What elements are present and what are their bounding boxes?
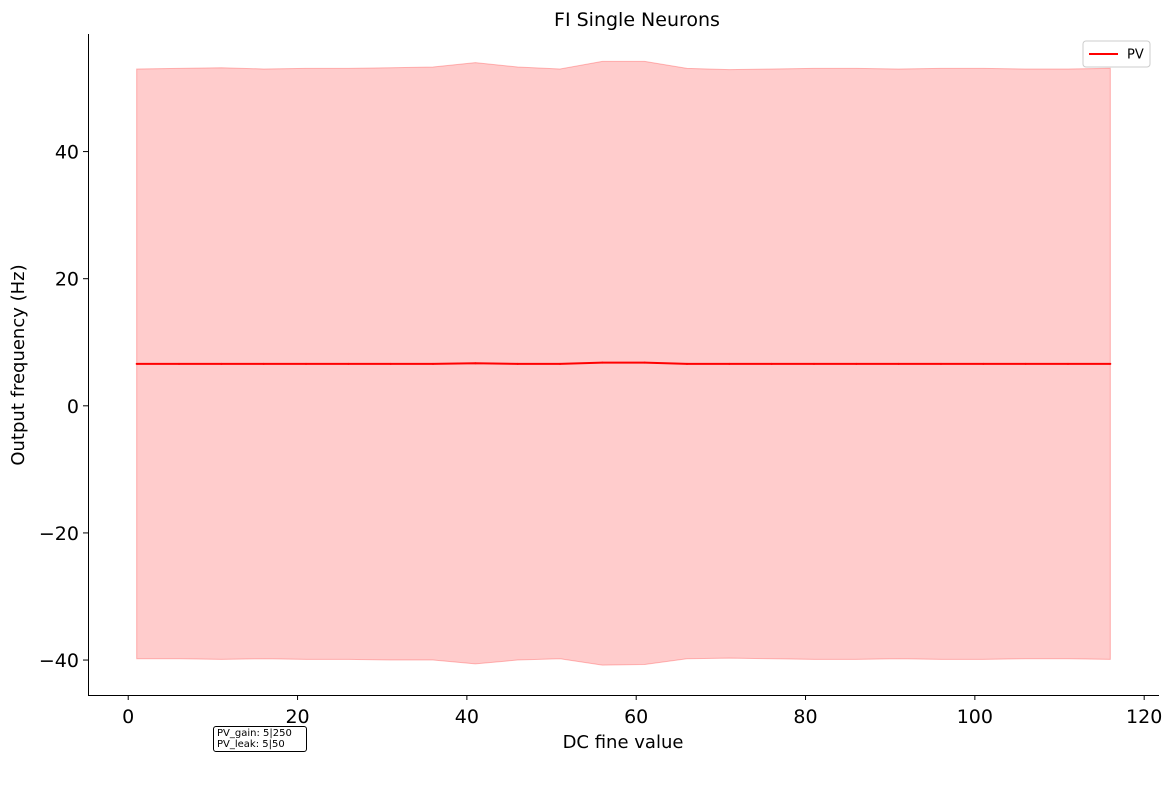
plot-area — [135, 60, 1112, 666]
data-point — [770, 362, 773, 365]
data-point — [601, 361, 604, 364]
y-tick-label: 40 — [55, 142, 79, 164]
data-point — [262, 362, 265, 365]
data-point — [220, 362, 223, 365]
legend: PV — [1082, 40, 1151, 68]
data-point — [728, 362, 731, 365]
data-point — [474, 362, 477, 365]
y-tick-label: 0 — [67, 396, 79, 418]
data-point — [939, 362, 942, 365]
data-point — [897, 362, 900, 365]
data-point — [643, 361, 646, 364]
data-point — [1024, 362, 1027, 365]
x-tick-label: 120 — [1126, 706, 1162, 728]
y-tick-label: −20 — [39, 523, 79, 545]
y-tick-label: −40 — [39, 650, 79, 672]
annotation-line-gain: PV_gain: 5|250 — [217, 728, 292, 739]
series-line-0 — [136, 361, 1111, 365]
data-point — [305, 362, 308, 365]
annotation-line-leak: PV_leak: 5|50 — [217, 739, 285, 750]
data-point — [135, 362, 138, 365]
x-tick-label: 40 — [455, 706, 479, 728]
data-point — [347, 362, 350, 365]
x-tick-label: 60 — [624, 706, 648, 728]
y-axis-ticks: −40 −20 0 20 40 — [39, 142, 88, 672]
x-tick-label: 0 — [122, 706, 134, 728]
x-axis-ticks: 0 20 40 60 80 100 120 — [122, 695, 1162, 728]
data-point — [812, 362, 815, 365]
data-point — [982, 362, 985, 365]
data-point — [559, 362, 561, 365]
data-point — [1109, 362, 1112, 365]
legend-label-pv: PV — [1127, 48, 1144, 63]
data-point — [389, 362, 392, 365]
data-point — [516, 362, 519, 365]
x-axis-label: DC fine value — [563, 732, 684, 753]
data-point — [432, 362, 435, 365]
chart-title: FI Single Neurons — [554, 9, 720, 31]
data-point — [855, 362, 858, 365]
x-tick-label: 20 — [285, 706, 309, 728]
x-tick-label: 100 — [957, 706, 993, 728]
y-axis-label: Output frequency (Hz) — [8, 264, 29, 465]
parameter-annotation-box: PV_gain: 5|250 PV_leak: 5|50 — [213, 726, 307, 752]
x-tick-label: 80 — [793, 706, 817, 728]
y-tick-label: 20 — [55, 269, 79, 291]
data-point — [686, 362, 688, 365]
data-point — [1066, 362, 1069, 365]
data-point — [178, 362, 181, 365]
